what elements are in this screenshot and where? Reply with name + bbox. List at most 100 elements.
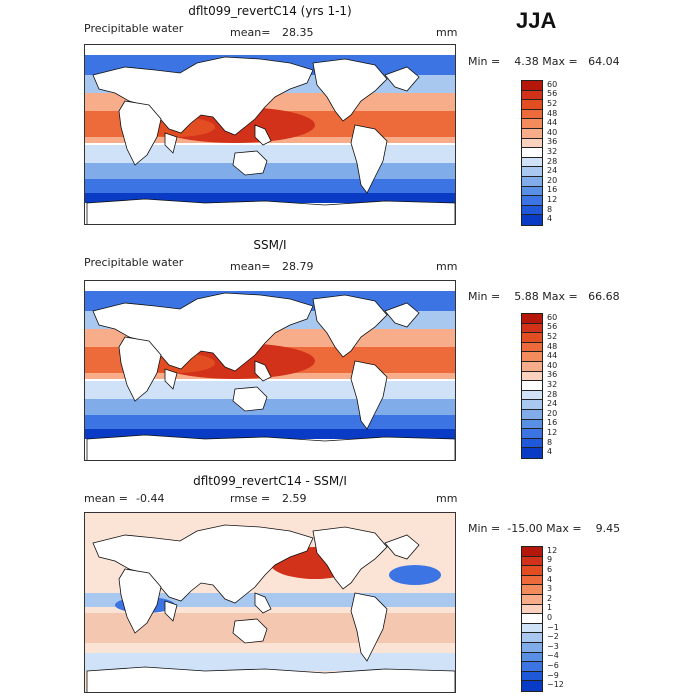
colorbar-swatch bbox=[522, 448, 542, 458]
colorbar-tick-label: 56 bbox=[547, 322, 558, 332]
colorbar-swatch bbox=[522, 652, 542, 663]
colorbar-swatch bbox=[522, 138, 542, 149]
panel-2-units: mm bbox=[436, 260, 458, 273]
colorbar-swatch bbox=[522, 429, 542, 439]
colorbar-tick-label: 2 bbox=[547, 593, 553, 603]
colorbar-swatch bbox=[522, 642, 542, 653]
panel-1-mean-label: mean= bbox=[230, 26, 271, 39]
colorbar-tick-label: 16 bbox=[547, 185, 558, 195]
colorbar-swatch bbox=[522, 119, 542, 129]
colorbar-swatch bbox=[522, 547, 542, 557]
panel-1-colorbar bbox=[521, 80, 543, 226]
colorbar-swatch bbox=[522, 186, 542, 197]
panel-2-variable-label: Precipitable water bbox=[84, 256, 184, 269]
colorbar-swatch bbox=[522, 604, 542, 615]
colorbar-tick-label: 40 bbox=[547, 127, 558, 137]
colorbar-swatch bbox=[522, 215, 542, 225]
colorbar-swatch bbox=[522, 109, 542, 120]
colorbar-swatch bbox=[522, 148, 542, 158]
panel-1-units: mm bbox=[436, 26, 458, 39]
panel-2-mean-value: 28.79 bbox=[282, 260, 314, 273]
colorbar-tick-label: −2 bbox=[547, 632, 559, 642]
colorbar-swatch bbox=[522, 90, 542, 101]
colorbar-tick-label: −9 bbox=[547, 670, 559, 680]
coastlines bbox=[86, 292, 455, 460]
colorbar-swatch bbox=[522, 381, 542, 391]
colorbar-tick-label: 40 bbox=[547, 360, 558, 370]
panel-2-min-max: Min = 5.88 Max = 66.68 bbox=[468, 290, 620, 303]
colorbar-swatch bbox=[522, 205, 542, 216]
colorbar-tick-label: 12 bbox=[547, 195, 558, 204]
panel-3-colorbar bbox=[521, 546, 543, 692]
colorbar-tick-label: 36 bbox=[547, 137, 558, 147]
colorbar-swatch bbox=[522, 333, 542, 343]
panel-2-mean-label: mean= bbox=[230, 260, 271, 273]
panel-3-title: dflt099_revertC14 - SSM/I bbox=[193, 474, 347, 488]
colorbar-swatch bbox=[522, 594, 542, 605]
colorbar-tick-label: 60 bbox=[547, 312, 558, 322]
colorbar-swatch bbox=[522, 671, 542, 682]
panel-2-colorbar bbox=[521, 313, 543, 459]
colorbar-tick-label: 24 bbox=[547, 166, 558, 176]
colorbar-swatch bbox=[522, 662, 542, 672]
colorbar-swatch bbox=[522, 633, 542, 643]
colorbar-swatch bbox=[522, 614, 542, 624]
colorbar-tick-label: 4 bbox=[547, 214, 553, 224]
colorbar-tick-label: −6 bbox=[547, 661, 559, 670]
colorbar-tick-label: −3 bbox=[547, 641, 559, 651]
coastlines bbox=[86, 56, 455, 224]
colorbar-swatch bbox=[522, 623, 542, 634]
colorbar-tick-label: 4 bbox=[547, 574, 553, 584]
colorbar-tick-label: −12 bbox=[547, 680, 564, 690]
panel-1-min-max: Min = 4.38 Max = 64.04 bbox=[468, 55, 620, 68]
colorbar-tick-label: 28 bbox=[547, 389, 558, 399]
colorbar-swatch bbox=[522, 409, 542, 420]
colorbar-tick-label: 44 bbox=[547, 351, 558, 361]
panel-3-rmse-value: 2.59 bbox=[282, 492, 307, 505]
colorbar-tick-label: 28 bbox=[547, 156, 558, 166]
panel-3-units: mm bbox=[436, 492, 458, 505]
panel-3-mean-value: -0.44 bbox=[136, 492, 165, 505]
colorbar-swatch bbox=[522, 361, 542, 372]
panel-1-map bbox=[84, 44, 456, 225]
panel-2-map bbox=[84, 280, 456, 461]
colorbar-tick-label: 52 bbox=[547, 99, 558, 108]
colorbar-swatch bbox=[522, 81, 542, 91]
colorbar-tick-label: 56 bbox=[547, 89, 558, 99]
colorbar-swatch bbox=[522, 128, 542, 139]
colorbar-swatch bbox=[522, 100, 542, 110]
panel-1-title: dflt099_revertC14 (yrs 1-1) bbox=[188, 4, 352, 18]
colorbar-tick-label: 20 bbox=[547, 175, 558, 185]
panel-2-title: SSM/I bbox=[253, 238, 287, 252]
colorbar-tick-label: 20 bbox=[547, 408, 558, 418]
colorbar-tick-label: 3 bbox=[547, 584, 553, 594]
colorbar-tick-label: 24 bbox=[547, 399, 558, 409]
colorbar-swatch bbox=[522, 566, 542, 576]
season-label: JJA bbox=[516, 8, 557, 33]
colorbar-tick-label: 48 bbox=[547, 341, 558, 351]
colorbar-swatch bbox=[522, 681, 542, 691]
colorbar-swatch bbox=[522, 167, 542, 177]
colorbar-swatch bbox=[522, 196, 542, 206]
colorbar-tick-label: 16 bbox=[547, 418, 558, 428]
colorbar-swatch bbox=[522, 314, 542, 324]
colorbar-tick-label: 36 bbox=[547, 370, 558, 380]
colorbar-tick-label: −4 bbox=[547, 651, 559, 661]
colorbar-swatch bbox=[522, 371, 542, 382]
colorbar-tick-label: 12 bbox=[547, 545, 558, 555]
colorbar-tick-label: 1 bbox=[547, 603, 553, 613]
colorbar-swatch bbox=[522, 342, 542, 353]
colorbar-swatch bbox=[522, 390, 542, 401]
colorbar-tick-label: 60 bbox=[547, 79, 558, 89]
colorbar-swatch bbox=[522, 575, 542, 586]
colorbar-tick-label: 32 bbox=[547, 147, 558, 156]
colorbar-tick-label: 8 bbox=[547, 437, 553, 447]
colorbar-tick-label: 0 bbox=[547, 613, 553, 622]
colorbar-swatch bbox=[522, 419, 542, 430]
colorbar-tick-label: 48 bbox=[547, 108, 558, 118]
colorbar-tick-label: 6 bbox=[547, 565, 553, 574]
colorbar-tick-label: 12 bbox=[547, 428, 558, 437]
colorbar-swatch bbox=[522, 157, 542, 168]
colorbar-tick-label: 8 bbox=[547, 204, 553, 214]
